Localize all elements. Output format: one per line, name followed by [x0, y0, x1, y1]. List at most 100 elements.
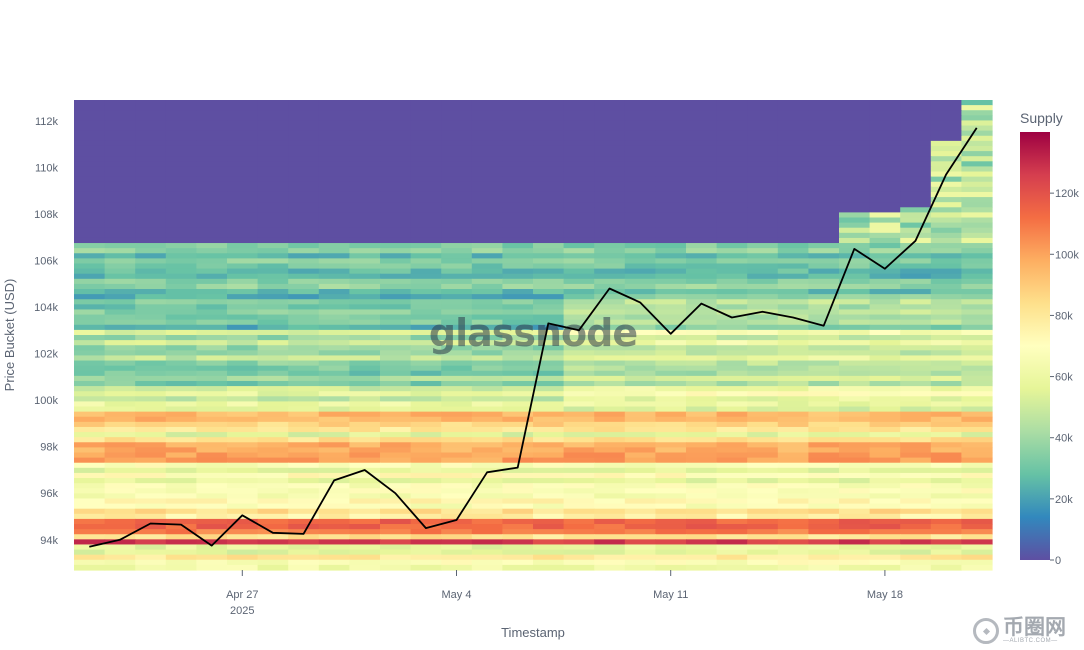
heatmap-cell: [165, 135, 197, 142]
heatmap-cell: [839, 100, 871, 106]
heatmap-cell: [502, 181, 534, 188]
heatmap-cell: [196, 186, 228, 193]
heatmap-cell: [716, 365, 748, 372]
heatmap-cell: [900, 176, 932, 183]
heatmap-cell: [104, 518, 136, 525]
heatmap-cell: [318, 289, 350, 295]
heatmap-cell: [747, 227, 779, 234]
heatmap-cell: [410, 544, 442, 551]
heatmap-cell: [655, 380, 687, 387]
heatmap-cell: [227, 197, 259, 203]
heatmap-cell: [930, 243, 962, 249]
heatmap-cell: [257, 437, 289, 443]
heatmap-cell: [288, 294, 320, 300]
heatmap-cell: [196, 207, 228, 213]
heatmap-cell: [165, 309, 197, 316]
heatmap-cell: [318, 432, 350, 438]
heatmap-cell: [869, 498, 901, 505]
heatmap-cell: [380, 529, 412, 535]
heatmap-cell: [349, 559, 381, 566]
heatmap-cell: [563, 462, 595, 469]
heatmap-cell: [165, 462, 197, 469]
heatmap-cell: [227, 268, 259, 275]
heatmap-cell: [930, 207, 962, 213]
heatmap-cell: [594, 176, 626, 183]
heatmap-cell: [563, 391, 595, 397]
heatmap-cell: [839, 294, 871, 300]
heatmap-cell: [533, 503, 565, 510]
heatmap-cell: [747, 253, 779, 259]
heatmap-cell: [594, 140, 626, 147]
heatmap-cell: [165, 243, 197, 249]
heatmap-cell: [624, 447, 656, 454]
heatmap-cell: [74, 375, 106, 382]
heatmap-cell: [747, 120, 779, 127]
heatmap-cell: [441, 263, 473, 270]
heatmap-cell: [655, 135, 687, 142]
heatmap-cell: [135, 360, 167, 367]
heatmap-cell: [257, 145, 289, 152]
heatmap-cell: [594, 268, 626, 275]
heatmap-cell: [777, 130, 809, 137]
heatmap-cell: [563, 559, 595, 566]
heatmap-cell: [624, 411, 656, 418]
heatmap-cell: [930, 181, 962, 188]
heatmap-cell: [533, 278, 565, 285]
heatmap-cell: [380, 396, 412, 403]
heatmap-cell: [349, 212, 381, 219]
heatmap-cell: [533, 513, 565, 520]
heatmap-cell: [471, 181, 503, 188]
heatmap-cell: [165, 529, 197, 535]
heatmap-cell: [502, 539, 534, 546]
heatmap-cell: [869, 232, 901, 239]
heatmap-cell: [716, 263, 748, 270]
heatmap-cell: [563, 283, 595, 290]
heatmap-cell: [441, 518, 473, 525]
heatmap-cell: [716, 171, 748, 178]
heatmap-cell: [441, 529, 473, 535]
heatmap-cell: [716, 258, 748, 265]
heatmap-cell: [777, 472, 809, 479]
glassnode-watermark: glassnode: [429, 311, 637, 355]
heatmap-cell: [808, 493, 840, 500]
heatmap-cell: [686, 227, 718, 234]
heatmap-cell: [104, 232, 136, 239]
heatmap-cell: [686, 544, 718, 551]
heatmap-cell: [441, 222, 473, 229]
heatmap-cell: [380, 329, 412, 336]
heatmap-cell: [747, 411, 779, 418]
heatmap-cell: [441, 181, 473, 188]
heatmap-cell: [930, 227, 962, 234]
heatmap-cell: [716, 483, 748, 489]
heatmap-cell: [318, 472, 350, 479]
heatmap-cell: [196, 483, 228, 489]
heatmap-cell: [900, 186, 932, 193]
heatmap-cell: [563, 539, 595, 546]
heatmap-cell: [471, 508, 503, 515]
heatmap-cell: [930, 125, 962, 132]
heatmap-cell: [808, 248, 840, 254]
heatmap-cell: [165, 176, 197, 183]
heatmap-cell: [135, 375, 167, 382]
heatmap-cell: [471, 442, 503, 448]
heatmap-cell: [410, 181, 442, 188]
heatmap-cell: [594, 478, 626, 484]
heatmap-cell: [227, 202, 259, 208]
heatmap-cell: [471, 258, 503, 265]
heatmap-cell: [288, 105, 320, 111]
heatmap-cell: [349, 130, 381, 137]
heatmap-cell: [594, 457, 626, 464]
heatmap-cell: [502, 186, 534, 193]
heatmap-cell: [533, 273, 565, 280]
heatmap-cell: [777, 396, 809, 403]
heatmap-cell: [808, 478, 840, 484]
heatmap-cell: [135, 396, 167, 403]
heatmap-cell: [227, 299, 259, 305]
heatmap-cell: [716, 176, 748, 183]
heatmap-cell: [533, 314, 565, 321]
heatmap-cell: [716, 115, 748, 122]
heatmap-cell: [961, 309, 993, 316]
heatmap-cell: [104, 283, 136, 290]
heatmap-cell: [808, 105, 840, 111]
heatmap-cell: [196, 115, 228, 122]
